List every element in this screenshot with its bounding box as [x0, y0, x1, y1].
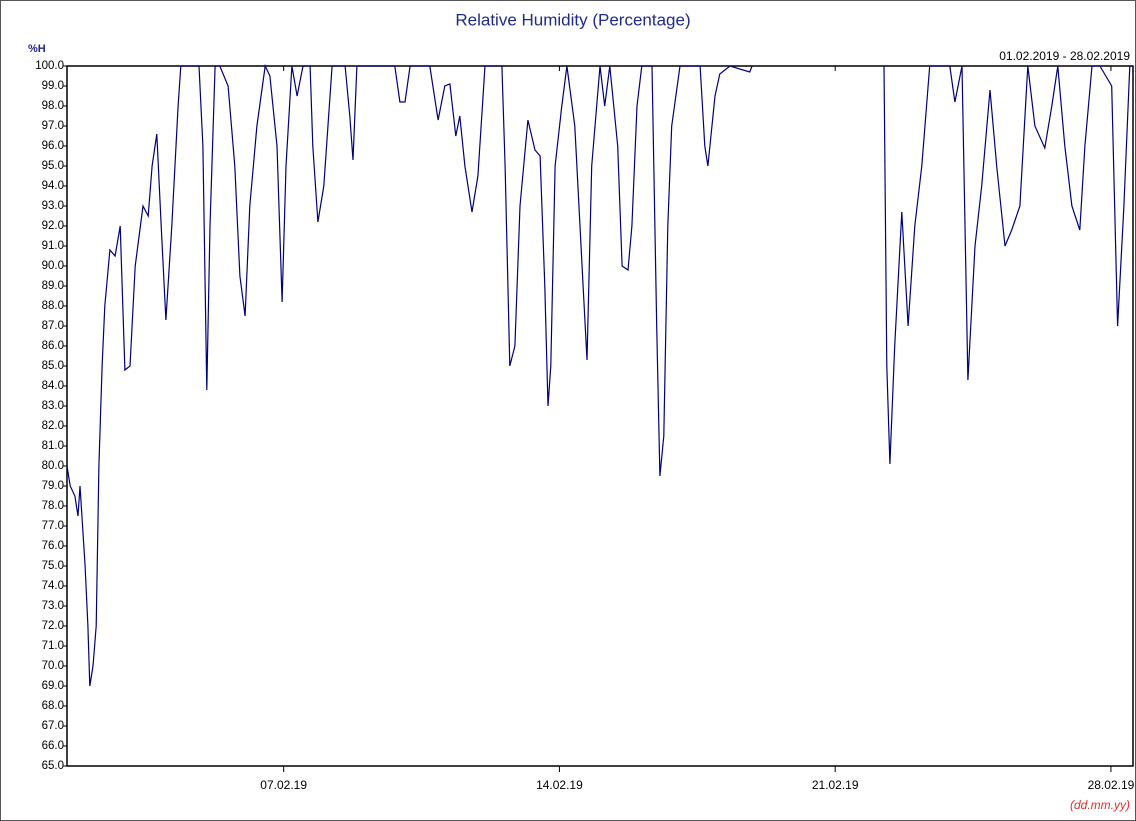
- y-tick-label: 94.0: [42, 180, 64, 192]
- y-tick-label: 89.0: [42, 280, 64, 292]
- date-range: 01.02.2019 - 28.02.2019: [999, 49, 1130, 63]
- y-tick-label: 67.0: [42, 720, 64, 732]
- y-tick-label: 95.0: [42, 160, 64, 172]
- y-tick-label: 92.0: [42, 220, 64, 232]
- y-tick-label: 84.0: [42, 380, 64, 392]
- y-tick-label: 82.0: [42, 420, 64, 432]
- y-tick-label: 93.0: [42, 200, 64, 212]
- y-tick-label: 74.0: [42, 580, 64, 592]
- y-tick-label: 68.0: [42, 700, 64, 712]
- y-tick-label: 70.0: [42, 660, 64, 672]
- chart-title: Relative Humidity (Percentage): [455, 10, 690, 29]
- humidity-line: [66, 63, 1133, 687]
- y-tick-label: 72.0: [42, 620, 64, 632]
- x-tick-label: 21.02.19: [812, 778, 859, 792]
- y-tick-label: 80.0: [42, 460, 64, 472]
- y-tick-label: 76.0: [42, 540, 64, 552]
- y-tick-label: 65.0: [42, 760, 64, 772]
- y-tick-label: 79.0: [42, 480, 64, 492]
- y-tick-label: 91.0: [42, 240, 64, 252]
- y-tick-label: 99.0: [42, 80, 64, 92]
- y-tick-label: 81.0: [42, 440, 64, 452]
- x-tick-label: 07.02.19: [260, 778, 307, 792]
- y-tick-label: 96.0: [42, 140, 64, 152]
- y-tick-label: 77.0: [42, 520, 64, 532]
- x-format: (dd.mm.yy): [1070, 798, 1130, 812]
- x-tick-label: 14.02.19: [536, 778, 583, 792]
- y-tick-label: 73.0: [42, 600, 64, 612]
- y-tick-label: 97.0: [42, 120, 64, 132]
- y-tick-label: 88.0: [42, 300, 64, 312]
- y-tick-label: 69.0: [42, 680, 64, 692]
- y-tick-label: 98.0: [42, 100, 64, 112]
- y-tick-label: 66.0: [42, 740, 64, 752]
- y-axis-unit: %H: [28, 43, 46, 55]
- y-tick-label: 78.0: [42, 500, 64, 512]
- y-tick-label: 85.0: [42, 360, 64, 372]
- y-tick-label: 71.0: [42, 640, 64, 652]
- y-tick-label: 86.0: [42, 340, 64, 352]
- y-tick-label: 90.0: [42, 260, 64, 272]
- y-tick-label: 75.0: [42, 560, 64, 572]
- x-tick-label: 28.02.19: [1088, 778, 1135, 792]
- y-tick-label: 87.0: [42, 320, 64, 332]
- y-tick-label: 100.0: [35, 60, 64, 72]
- y-tick-label: 83.0: [42, 400, 64, 412]
